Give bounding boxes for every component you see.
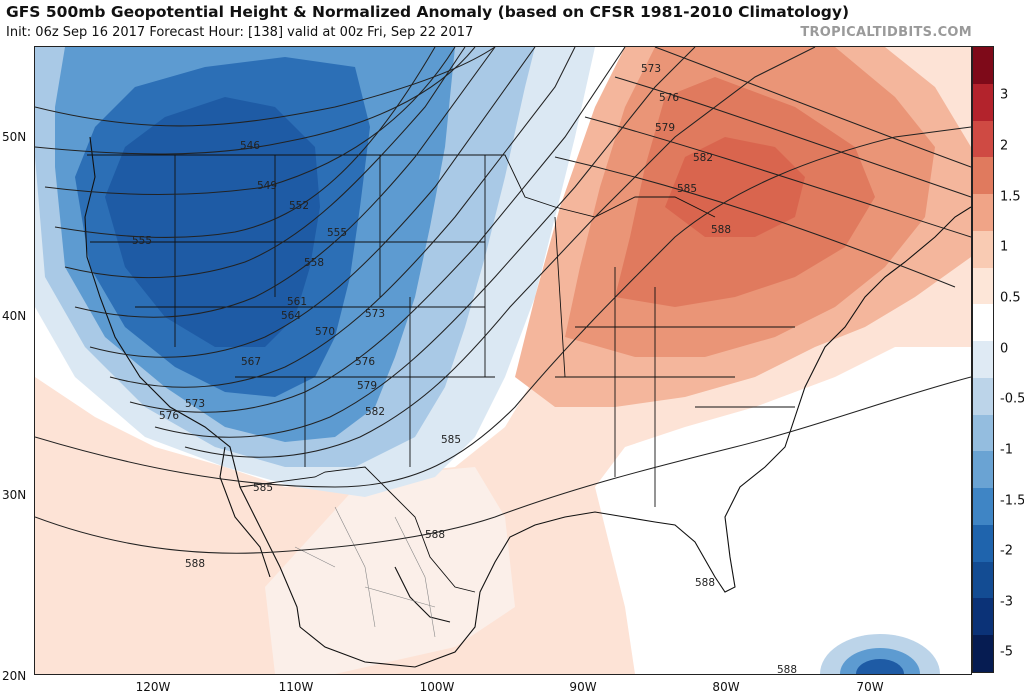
colorbar-segment [973,377,993,416]
colorbar-label: 0 [1000,341,1009,357]
coastlines [84,136,971,668]
contour-label: 588 [711,224,731,236]
colorbar-segment [973,561,993,599]
colorbar-segment [973,304,993,342]
colorbar-segment [973,83,993,121]
latitude-label: 20N [2,669,27,683]
contour-label: 588 [185,558,205,570]
longitude-label: 100W [419,680,455,694]
longitude-label: 90W [569,680,597,694]
longitude-label: 110W [278,680,314,694]
political-borders [87,154,795,593]
map-title: GFS 500mb Geopotential Height & Normaliz… [6,3,850,21]
colorbar-label: 1 [1000,239,1009,255]
colorbar-segment [973,120,993,158]
colorbar-segment [973,157,993,195]
mexico-state-borders [294,506,436,638]
colorbar-label: -3 [1000,594,1013,610]
colorbar-label: 1.5 [1000,189,1021,205]
contour-label: 564 [281,310,301,322]
colorbar-label: 2 [1000,138,1009,154]
positive-anomaly-core [665,137,805,237]
contour-label: 582 [693,152,713,164]
contour-label: 573 [641,63,661,75]
contour-label: 588 [777,664,797,674]
contour-label: 561 [287,296,307,308]
contour-label: 573 [365,308,385,320]
negative-anomaly-darkest [105,97,320,347]
colorbar-segment [973,47,993,85]
anomaly-map: 546 549 552 555 555 558 561 564 567 570 … [34,46,972,675]
contour-label: 579 [357,380,377,392]
contour-label: 555 [327,227,347,239]
neutral-region-atlantic [595,347,971,674]
height-contours [35,47,971,554]
contour-label-group: 546 549 552 555 555 558 561 564 567 570 … [132,63,797,674]
colorbar-segment [973,230,993,269]
colorbar-label: -1.5 [1000,493,1024,509]
latitude-label: 40N [2,309,27,323]
contour-label: 552 [289,200,309,212]
colorbar-label: -2 [1000,543,1013,559]
atlantic-low-core [856,659,904,674]
contour-label: 588 [425,529,445,541]
contour-label: 585 [253,482,273,494]
contour-label: 585 [441,434,461,446]
contour-label: 588 [695,577,715,589]
colorbar-label: 3 [1000,87,1009,103]
contour-label: 570 [315,326,335,338]
colorbar-label: -5 [1000,644,1013,660]
colorbar-segment [973,488,993,526]
colorbar-segment [973,341,993,379]
neutral-region-mexico [265,467,515,674]
contour-label: 567 [241,356,261,368]
contour-label: 576 [659,92,679,104]
anomaly-colorbar [972,46,994,673]
colorbar-label: -1 [1000,442,1013,458]
contour-label: 546 [240,140,260,152]
map-canvas: 546 549 552 555 555 558 561 564 567 570 … [35,47,971,674]
contour-label: 555 [132,235,152,247]
contour-label: 576 [355,356,375,368]
longitude-label: 70W [856,680,884,694]
longitude-label: 120W [135,680,171,694]
contour-label: 573 [185,398,205,410]
colorbar-segment [973,598,993,636]
colorbar-segment [973,635,993,673]
longitude-label: 80W [712,680,740,694]
colorbar-segment [973,194,993,232]
latitude-label: 30N [2,488,27,502]
contour-label: 579 [655,122,675,134]
contour-label: 585 [677,183,697,195]
contour-label: 558 [304,257,324,269]
colorbar-segment [973,267,993,305]
contour-label: 549 [257,180,277,192]
map-subtitle: Init: 06z Sep 16 2017 Forecast Hour: [13… [6,25,474,40]
brand-watermark: TROPICALTIDBITS.COM [800,25,972,40]
colorbar-segment [973,524,993,563]
contour-label: 582 [365,406,385,418]
colorbar-label: 0.5 [1000,290,1021,306]
colorbar-label: -0.5 [1000,391,1024,407]
colorbar-segment [973,451,993,489]
contour-label: 576 [159,410,179,422]
latitude-label: 50N [2,130,27,144]
colorbar-segment [973,414,993,452]
